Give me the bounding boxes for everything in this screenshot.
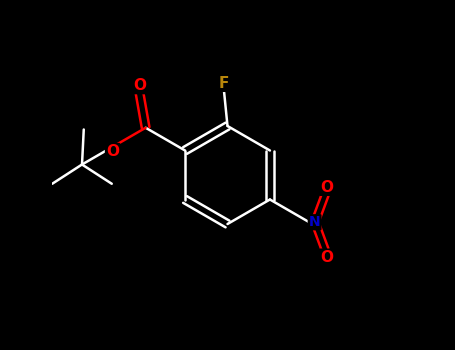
Text: O: O — [320, 250, 334, 265]
Text: F: F — [219, 76, 229, 91]
Text: O: O — [320, 180, 334, 195]
Text: O: O — [106, 144, 119, 159]
Text: O: O — [133, 78, 146, 93]
Text: N: N — [309, 215, 320, 229]
